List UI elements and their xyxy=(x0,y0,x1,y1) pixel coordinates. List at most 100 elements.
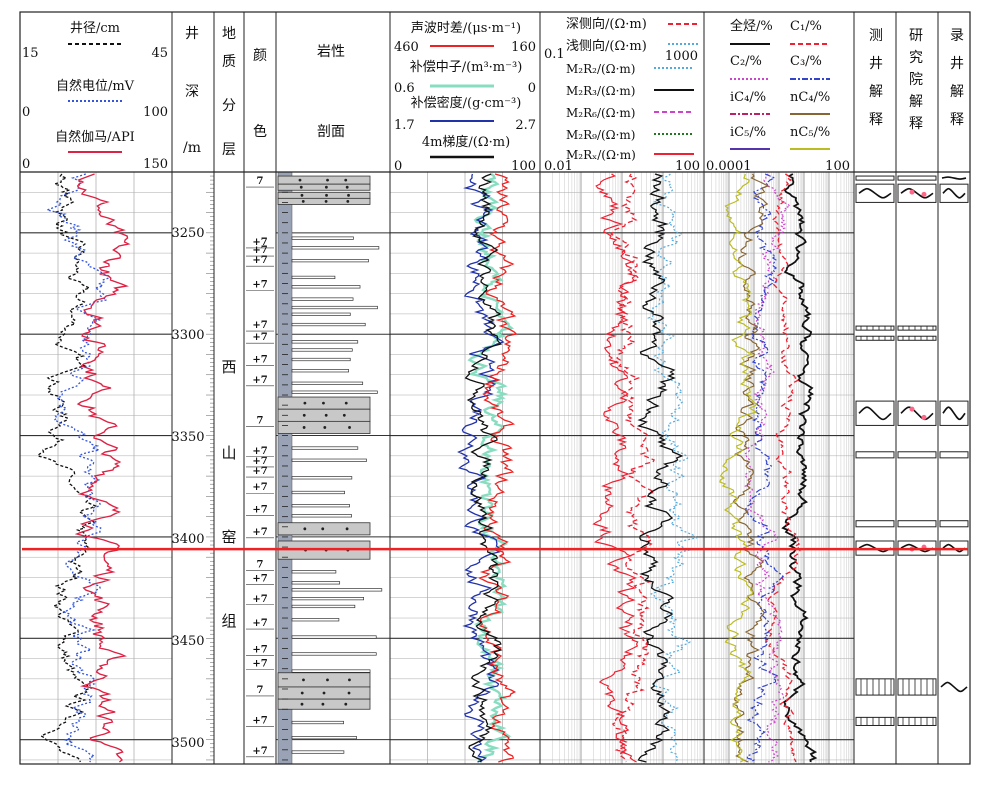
sand-dot xyxy=(346,199,350,203)
color-code: +7 xyxy=(252,644,267,655)
interp-box xyxy=(855,325,895,331)
inst-interp-char: 释 xyxy=(909,116,923,132)
header-track-4: 全烃/% C₁/% C₂/% C₃/% iC₄/% nC₄/% iC₅/% nC… xyxy=(706,18,850,174)
color-code: +7 xyxy=(252,482,267,493)
color-code: +7 xyxy=(252,573,267,584)
track-frame xyxy=(19,11,971,765)
thin-sand-bed xyxy=(291,635,377,639)
sand-dot xyxy=(303,527,307,531)
thin-sand-bed xyxy=(291,588,383,592)
lith-header-title: 岩性 xyxy=(317,44,345,60)
inst-interp-char: 解 xyxy=(909,94,923,110)
total-label: 全烃/% xyxy=(730,18,773,34)
color-code: +7 xyxy=(252,505,267,516)
sand-dot xyxy=(324,185,328,189)
gr-curve xyxy=(74,173,131,763)
cnl-label: 补偿中子/(m³·m⁻³) xyxy=(410,60,523,75)
well-interp-char: 释 xyxy=(869,112,883,128)
den-max: 2.7 xyxy=(515,118,536,133)
caliper-label: 井径/cm xyxy=(70,21,120,36)
r4-max: 100 xyxy=(511,159,536,174)
oil-dot xyxy=(921,414,927,420)
wave-symbol xyxy=(940,681,968,693)
formation-char: 组 xyxy=(221,612,236,630)
c3-label: C₃/% xyxy=(790,54,822,69)
color-code: +7 xyxy=(252,446,267,457)
sand-dot xyxy=(300,193,304,197)
sand-dot xyxy=(347,691,351,695)
interp-box xyxy=(855,678,895,696)
sand-dot xyxy=(342,413,346,417)
gr-min: 0 xyxy=(22,157,30,172)
interp-box xyxy=(897,175,937,181)
mud-interp-char: 解 xyxy=(950,84,964,100)
color-code: +7 xyxy=(252,466,267,477)
sand-dot xyxy=(302,678,305,682)
c2-curve xyxy=(743,173,792,763)
sand-dot xyxy=(300,702,304,706)
interp-box xyxy=(897,678,937,696)
m2rx-label: M₂Rₓ/(Ω·m) xyxy=(566,148,636,162)
wave-symbol xyxy=(858,406,892,421)
strat-header-char: 分 xyxy=(222,98,236,114)
res-scale-min: 0.01 xyxy=(544,159,573,174)
color-code: +7 xyxy=(252,456,267,467)
color-header-char: 色 xyxy=(253,123,267,140)
thin-sand-bed xyxy=(291,669,371,673)
depth-label: 3450 xyxy=(171,634,204,649)
color-code: +7 xyxy=(252,375,267,386)
thin-sand-bed xyxy=(291,504,350,508)
cnl-min: 0.6 xyxy=(394,81,415,96)
gr-label: 自然伽马/API xyxy=(55,129,135,145)
depth-labels: 3250 3300 3350 3400 3450 3500 xyxy=(171,226,204,751)
caliper-min: 15 xyxy=(22,46,39,61)
sand-dot xyxy=(302,413,306,417)
thin-sand-bed xyxy=(291,720,344,725)
sp-max: 100 xyxy=(143,105,168,120)
nc5-curve xyxy=(719,173,759,763)
thin-sand-bed xyxy=(291,236,354,240)
thin-sand-bed xyxy=(291,476,353,480)
den-label: 补偿密度/(g·cm⁻³) xyxy=(411,95,522,111)
depth-label: 3300 xyxy=(171,328,204,343)
thin-sand-bed xyxy=(291,357,351,362)
inst-interp-char: 研 xyxy=(909,28,923,44)
wave-symbol xyxy=(942,187,966,199)
deep-label: 深侧向/(Ω·m) xyxy=(566,16,647,32)
formation-name: 西 山 窑 组 xyxy=(221,358,236,630)
interp-box xyxy=(939,451,969,459)
gas-scale-min: 0.0001 xyxy=(706,159,752,174)
c1-curve xyxy=(764,173,801,763)
nc4-curve xyxy=(732,173,770,763)
interp-box xyxy=(855,716,895,726)
interp-box xyxy=(897,520,937,528)
sand-dot xyxy=(302,426,306,429)
wave-symbol xyxy=(942,406,966,421)
color-code: 7 xyxy=(257,176,264,187)
sand-dot xyxy=(301,199,305,203)
sand-dot xyxy=(324,199,328,203)
header-depth: 井 深 /m xyxy=(183,26,201,156)
interp-box xyxy=(855,451,895,459)
shallow-label: 浅侧向/(Ω·m) xyxy=(566,38,647,54)
strat-header-char: 质 xyxy=(222,54,236,70)
wave-symbol xyxy=(941,176,967,180)
well-interp-char: 解 xyxy=(869,84,883,100)
sand-dot xyxy=(326,678,329,682)
thin-sand-bed xyxy=(291,259,369,263)
color-code: +7 xyxy=(252,618,267,629)
depth-header-char: /m xyxy=(183,140,201,156)
strat-header-char: 层 xyxy=(222,142,236,158)
color-header-char: 颜 xyxy=(253,48,267,64)
sand-dot xyxy=(348,678,351,682)
gas-scale-max: 100 xyxy=(825,159,850,174)
thin-sand-bed xyxy=(291,369,349,373)
sand-dot xyxy=(299,185,303,189)
ic4-label: iC₄/% xyxy=(730,90,766,105)
thin-sand-bed xyxy=(291,652,377,656)
strat-header-char: 地 xyxy=(222,26,236,42)
m2r6-label: M₂R₆/(Ω·m) xyxy=(566,106,636,120)
sand-dot xyxy=(326,178,329,182)
header-lithology: 岩性 剖面 xyxy=(317,44,345,140)
color-code: +7 xyxy=(252,594,267,605)
